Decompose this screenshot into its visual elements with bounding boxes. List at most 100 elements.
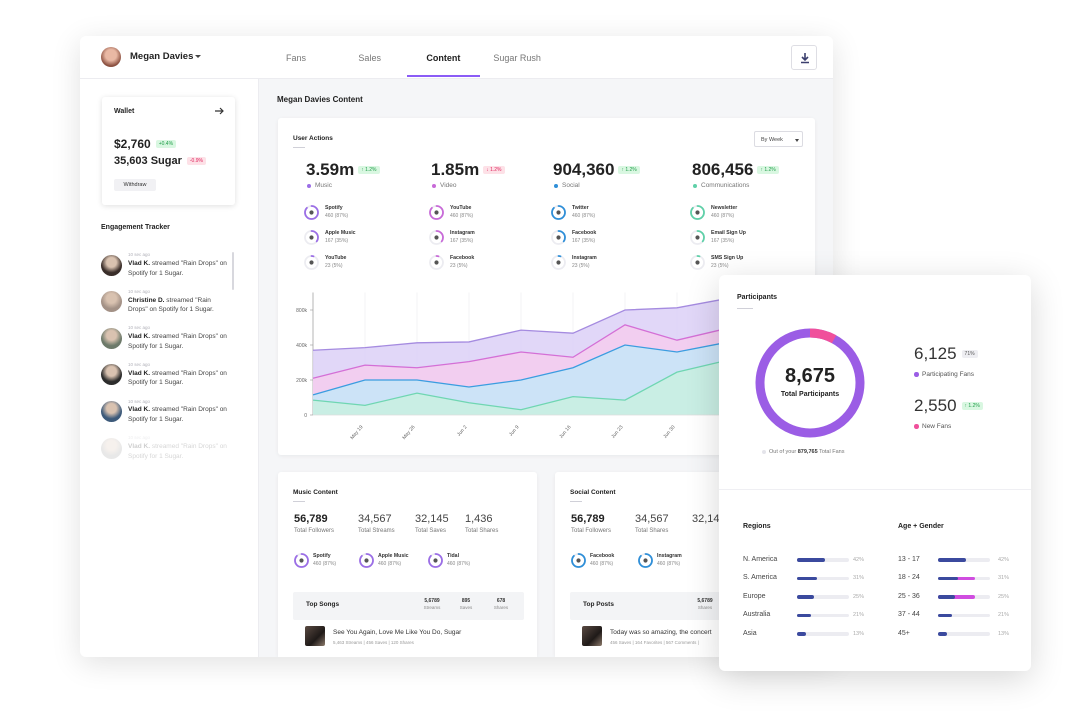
ring-icon bbox=[363, 557, 369, 563]
engagement-avatar bbox=[101, 327, 122, 349]
stat-value: 806,456 bbox=[692, 160, 754, 179]
area-line bbox=[312, 324, 730, 379]
wallet-arrow[interactable] bbox=[215, 107, 224, 115]
nav-tab[interactable]: Sugar Rush bbox=[493, 52, 541, 63]
progress-ring bbox=[428, 254, 444, 270]
ring-icon bbox=[694, 209, 700, 215]
wallet-title: Wallet bbox=[114, 107, 135, 115]
top-column-value: 895 bbox=[461, 598, 471, 604]
balance-row: $2,760 +0.4% bbox=[114, 137, 224, 151]
progress-ring bbox=[550, 229, 566, 245]
kpi-badge: ↑ 1.2% bbox=[961, 402, 983, 410]
title-underline bbox=[570, 501, 582, 502]
source-name: Newsletter bbox=[711, 205, 738, 212]
source-name: Apple Music bbox=[378, 553, 409, 560]
user-name[interactable]: Megan Davies bbox=[130, 51, 194, 63]
download-icon bbox=[801, 53, 809, 64]
engagement-name: Vlad K. bbox=[128, 406, 151, 414]
top-column-label: Streams bbox=[423, 605, 441, 611]
row-thumbnail bbox=[582, 626, 602, 646]
source-name: YouTube bbox=[450, 205, 472, 212]
period-dropdown[interactable]: By Week bbox=[754, 131, 803, 147]
stat-value: 3.59m bbox=[306, 160, 355, 179]
header-divider bbox=[80, 78, 833, 79]
source-value: 460 (87%) bbox=[313, 560, 337, 567]
engagement-text: Christine D. streamed "Rain Drops" on Sp… bbox=[128, 296, 232, 318]
engagement-time: 10 sec ago bbox=[128, 252, 151, 258]
source-value: 460 (87%) bbox=[450, 212, 474, 219]
engagement-avatar bbox=[101, 364, 122, 386]
arrow-glyph bbox=[215, 107, 224, 115]
bar-track bbox=[938, 613, 990, 618]
bar bbox=[938, 595, 955, 599]
y-tick-label: 0 bbox=[304, 413, 307, 419]
engagement-message: streamed "Rain Drops" on Spotify for 1 S… bbox=[128, 260, 227, 277]
breakdown-name: S. America bbox=[743, 574, 777, 582]
ring-icon bbox=[298, 557, 304, 563]
content-title: Megan Davies Content bbox=[277, 95, 363, 105]
wallet-card: Wallet $2,760 +0.4% 35,603 Sugar -0.9% Withdr… bbox=[102, 97, 235, 205]
ring-icon bbox=[642, 557, 648, 563]
ring-arc bbox=[570, 552, 586, 568]
title-underline bbox=[293, 501, 305, 502]
progress-ring bbox=[550, 254, 566, 270]
source-value: 460 (87%) bbox=[657, 560, 681, 567]
title-underline bbox=[293, 147, 305, 148]
bar bbox=[938, 613, 952, 618]
source-value: 460 (87%) bbox=[711, 212, 735, 219]
top-column-label: Shares bbox=[697, 605, 713, 611]
engagement-time: 10 sec ago bbox=[128, 288, 151, 294]
progress-ring bbox=[637, 552, 653, 568]
source-value: 460 (87%) bbox=[325, 212, 349, 219]
stat-head: 1.85m ↓ 1.2% bbox=[431, 160, 551, 180]
engagement-name: Vlad K. bbox=[128, 443, 151, 450]
breakdown-percent: 25% bbox=[998, 593, 1010, 600]
ring-arc bbox=[427, 552, 443, 568]
ring-arc bbox=[358, 552, 374, 568]
nav-tab[interactable]: Sales bbox=[358, 52, 381, 63]
ring-icon bbox=[694, 259, 700, 265]
download-button[interactable] bbox=[791, 45, 817, 70]
progress-ring bbox=[428, 229, 444, 245]
withdraw-label: Withdraw bbox=[123, 182, 147, 188]
breakdown-name: N. America bbox=[743, 555, 778, 563]
area-line bbox=[312, 297, 730, 351]
card-stat-label: Total Shares bbox=[635, 528, 669, 535]
sugar-row: 35,603 Sugar -0.9% bbox=[114, 154, 229, 168]
top-title: Top Songs bbox=[306, 601, 340, 609]
ring-arc bbox=[303, 204, 319, 220]
engagement-message: streamed "Rain Drops" on Spotify for 1 S… bbox=[128, 443, 227, 460]
nav-tab[interactable]: Fans bbox=[285, 52, 307, 63]
bar-track bbox=[797, 576, 849, 581]
kpi-badge: 71% bbox=[961, 350, 978, 358]
bar-accent bbox=[938, 595, 975, 599]
nav-tab[interactable]: Content bbox=[426, 52, 461, 63]
engagement-time: 10 sec ago bbox=[128, 362, 151, 368]
top-column-value: 678 bbox=[496, 598, 506, 604]
x-tick-label: May 19 bbox=[349, 424, 364, 441]
kpi-dot bbox=[914, 372, 919, 377]
ring-icon bbox=[433, 259, 439, 265]
stat-head: 3.59m ↑ 1.2% bbox=[306, 160, 426, 180]
stat-head: 904,360 ↑ 1.2% bbox=[553, 160, 673, 180]
withdraw-button[interactable]: Withdraw bbox=[114, 179, 156, 191]
card-stat-value: 1,436 bbox=[465, 513, 493, 526]
breakdown-percent: 42% bbox=[998, 556, 1010, 563]
ring-icon bbox=[432, 557, 438, 563]
ring-arc bbox=[303, 229, 319, 245]
stat-value: 1.85m bbox=[431, 160, 480, 179]
stat-value: 904,360 bbox=[553, 160, 615, 179]
y-tick-label: 800k bbox=[296, 308, 307, 314]
top-header: Top Songs 5,6789 Streams 895 Saves 678 Shares bbox=[293, 592, 524, 620]
ring-arc bbox=[637, 552, 653, 568]
stat-head: 806,456 ↑ 1.2% bbox=[692, 160, 812, 180]
source-value: 460 (87%) bbox=[572, 212, 596, 219]
breakdown-percent: 13% bbox=[998, 630, 1010, 637]
avatar bbox=[101, 47, 121, 67]
source-value: 23 (5%) bbox=[572, 262, 590, 269]
engagement-text: Vlad K. streamed "Rain Drops" on Spotify… bbox=[128, 259, 232, 281]
row-thumbnail bbox=[305, 626, 325, 646]
breakdown-name: Australia bbox=[743, 611, 771, 619]
engagement-item: 10 sec ago Vlad K. streamed "Rain Drops" … bbox=[100, 397, 230, 427]
progress-ring bbox=[303, 204, 319, 220]
